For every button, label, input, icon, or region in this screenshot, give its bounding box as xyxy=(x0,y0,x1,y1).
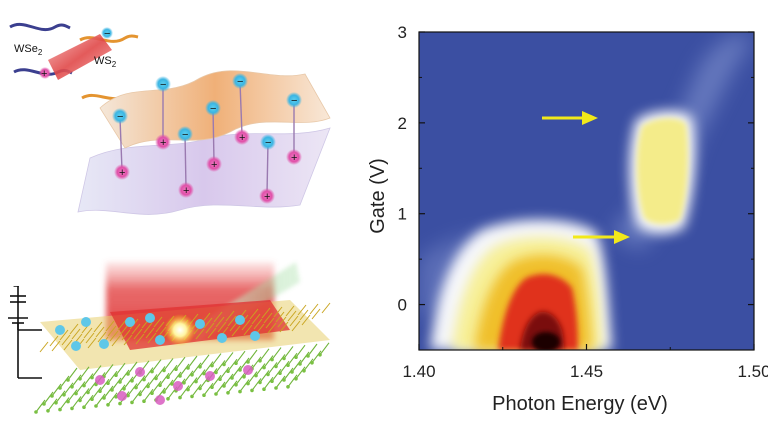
intralayer-peak xyxy=(430,219,612,350)
device-electrons xyxy=(55,313,260,351)
device-electron xyxy=(125,317,135,327)
axis-ticks xyxy=(418,31,755,351)
arrow-interlayer-upper xyxy=(542,111,598,125)
bottom-lattice xyxy=(34,342,330,414)
axis-tick-labels: 1.40 1.45 1.50 0 1 2 3 xyxy=(398,23,768,381)
band-diagram: − + WSe2 WS2 xyxy=(9,22,139,101)
device-electron xyxy=(55,325,65,335)
interlayer-links xyxy=(119,81,295,195)
moire-lattice: − − − − − − − + + + + + + + xyxy=(77,70,331,215)
ws2-label: WS2 xyxy=(94,55,117,69)
circuit-minus: − xyxy=(13,281,19,293)
hole-sign: + xyxy=(239,132,245,144)
x-tick-label: 1.45 xyxy=(570,362,603,381)
hole-sign: + xyxy=(211,159,217,171)
top-lattice xyxy=(39,302,331,353)
band-electron-sign: − xyxy=(104,28,110,40)
wse2-label: WSe2 xyxy=(14,43,43,57)
electron-sign: − xyxy=(210,103,216,115)
device-hole xyxy=(135,367,145,377)
device-electron xyxy=(81,317,91,327)
device-electron xyxy=(195,319,205,329)
device-holes xyxy=(95,365,253,405)
hole-sign: + xyxy=(183,185,189,197)
device-hole xyxy=(173,381,183,391)
device-electron xyxy=(235,315,245,325)
device-electron xyxy=(155,335,165,345)
heatmap-panel: 1.40 1.45 1.50 0 1 2 3 Photon Energy (eV) Gate… xyxy=(367,23,768,415)
device-hole xyxy=(205,371,215,381)
x-tick-label: 1.40 xyxy=(402,362,435,381)
electron-sign: − xyxy=(291,95,297,107)
electron-sign: − xyxy=(265,137,271,149)
y-tick-label: 1 xyxy=(398,205,407,224)
electron-sign: − xyxy=(237,76,243,88)
device-electron xyxy=(217,333,227,343)
electron-sign: − xyxy=(182,129,188,141)
hole-sign: + xyxy=(264,191,270,203)
y-tick-label: 2 xyxy=(398,114,407,133)
device-electron xyxy=(250,331,260,341)
excitation-spot xyxy=(164,314,196,346)
hole-sign: + xyxy=(119,167,125,179)
charge-signs: − − − − − − − + + + + + + + xyxy=(117,76,297,203)
band-hole-sign: + xyxy=(41,68,47,80)
hole-sign: + xyxy=(160,137,166,149)
electron-sign: − xyxy=(117,111,123,123)
device-hole xyxy=(117,391,127,401)
device-hole xyxy=(155,395,165,405)
device-hole xyxy=(243,365,253,375)
wse2-band-upper xyxy=(9,22,71,32)
interlayer-peak xyxy=(629,110,695,234)
y-tick-label: 3 xyxy=(398,23,407,42)
y-tick-label: 0 xyxy=(398,296,407,315)
gate-circuit xyxy=(8,286,42,379)
arrow-interlayer-lower xyxy=(573,230,630,244)
y-axis-title: Gate (V) xyxy=(367,158,389,234)
device-electron xyxy=(99,339,109,349)
x-tick-label: 1.50 xyxy=(737,362,768,381)
band-hole xyxy=(39,67,51,79)
band-electron xyxy=(101,27,113,39)
x-axis-title: Photon Energy (eV) xyxy=(492,393,668,415)
holes xyxy=(114,129,302,204)
device-electron xyxy=(145,313,155,323)
exciton-tube xyxy=(48,34,112,80)
device-schematic: − xyxy=(8,262,331,414)
device-electron xyxy=(71,341,81,351)
plot-content xyxy=(419,34,754,350)
device-hole xyxy=(95,375,105,385)
hole-sign: + xyxy=(291,152,297,164)
electrons xyxy=(112,73,302,150)
electron-sign: − xyxy=(160,79,166,91)
